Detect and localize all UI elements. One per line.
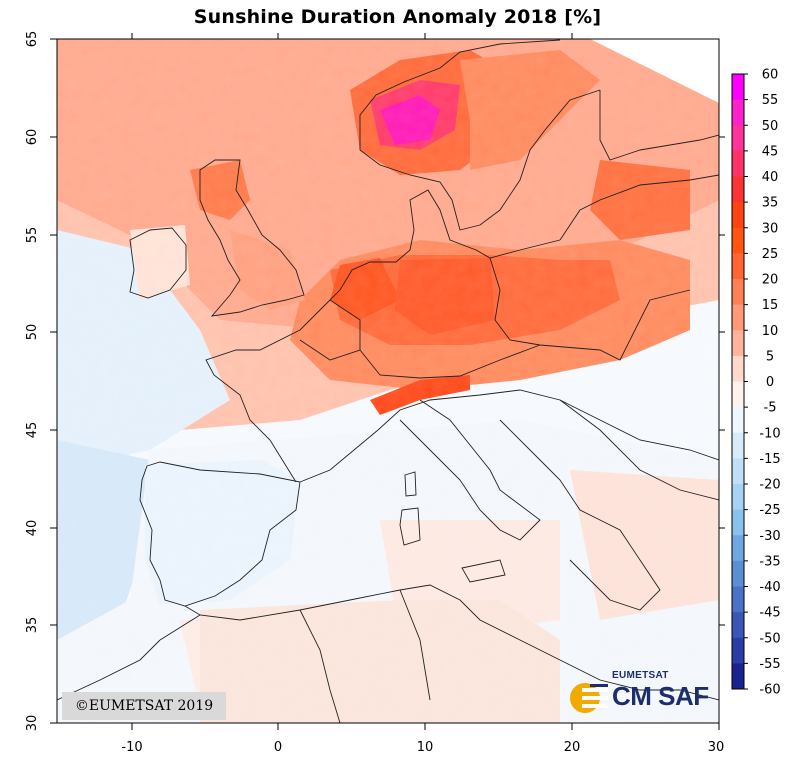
- x-tick-label: 20: [564, 740, 581, 755]
- legend-label: 50: [762, 119, 779, 134]
- legend-swatch: [732, 355, 744, 382]
- legend-swatch: [732, 74, 744, 101]
- legend-swatch: [732, 637, 744, 664]
- legend-swatch: [732, 381, 744, 408]
- legend-swatch: [732, 560, 744, 587]
- legend-label: 40: [762, 170, 779, 185]
- legend-swatch: [732, 176, 744, 203]
- legend-swatch: [732, 484, 744, 511]
- legend-label: -45: [759, 606, 780, 621]
- legend-swatch: [732, 202, 744, 229]
- legend-swatch: [732, 304, 744, 331]
- legend-swatch: [732, 330, 744, 357]
- plot-frame: [56, 38, 720, 724]
- legend-label: -35: [759, 554, 780, 569]
- legend-label: 10: [762, 324, 779, 339]
- legend-label: -5: [764, 401, 777, 416]
- anomaly-field: [57, 39, 719, 723]
- legend-label: -25: [759, 503, 780, 518]
- legend-label: 60: [762, 68, 779, 83]
- y-tick-label: 65: [25, 31, 40, 48]
- cm-saf-logo-mark-icon: [570, 683, 608, 713]
- map-title: Sunshine Duration Anomaly 2018 [%]: [193, 6, 602, 28]
- copyright-label: ©EUMETSAT 2019: [62, 692, 226, 720]
- legend-swatch: [732, 612, 744, 639]
- legend-label: 25: [762, 247, 779, 262]
- legend-swatch: [732, 99, 744, 126]
- y-tick-label: 30: [25, 715, 40, 732]
- legend-swatch: [732, 150, 744, 177]
- legend-label: 5: [766, 349, 774, 364]
- legend-swatch: [732, 535, 744, 562]
- legend-label: -10: [759, 426, 780, 441]
- legend-swatch: [732, 279, 744, 306]
- legend-label: 45: [762, 144, 779, 159]
- legend-label: -60: [759, 683, 780, 698]
- legend-label: -20: [759, 478, 780, 493]
- legend-label: -15: [759, 452, 780, 467]
- y-tick-label: 35: [25, 617, 40, 634]
- legend-label: 15: [762, 298, 779, 313]
- legend-swatch: [732, 253, 744, 280]
- logo-eumetsat-text: EUMETSAT: [612, 670, 669, 681]
- x-tick-label: 10: [417, 740, 434, 755]
- y-tick-label: 45: [25, 422, 40, 439]
- color-legend: 605550454035302520151050-5-10-15-20-25-3…: [731, 68, 781, 698]
- logo-cmsaf-text: CM SAF: [612, 681, 709, 711]
- x-tick-label: -10: [121, 740, 142, 755]
- legend-swatch: [732, 432, 744, 459]
- y-tick-label: 50: [25, 324, 40, 341]
- legend-label: -30: [759, 529, 780, 544]
- x-tick-label: 0: [274, 740, 282, 755]
- legend-label: 30: [762, 221, 779, 236]
- legend-swatch: [732, 125, 744, 152]
- legend-label: 55: [762, 93, 779, 108]
- legend-swatch: [732, 586, 744, 613]
- y-tick-label: 40: [25, 520, 40, 537]
- x-tick-label: 30: [708, 740, 725, 755]
- x-axis: [131, 33, 720, 730]
- legend-label: 0: [766, 375, 774, 390]
- y-axis: [50, 38, 725, 724]
- coastlines-borders: [57, 39, 719, 723]
- legend-label: 20: [762, 273, 779, 288]
- legend-label: -40: [759, 580, 780, 595]
- legend-swatch: [732, 509, 744, 536]
- legend-swatch: [732, 458, 744, 485]
- legend-label: -50: [759, 631, 780, 646]
- legend-label: 35: [762, 196, 779, 211]
- legend-swatch: [732, 663, 744, 690]
- legend-label: -55: [759, 657, 780, 672]
- y-tick-label: 60: [25, 129, 40, 146]
- y-tick-label: 55: [25, 227, 40, 244]
- legend-swatch: [732, 227, 744, 254]
- cm-saf-logo: EUMETSAT CM SAF: [568, 668, 718, 720]
- legend-swatch: [732, 407, 744, 434]
